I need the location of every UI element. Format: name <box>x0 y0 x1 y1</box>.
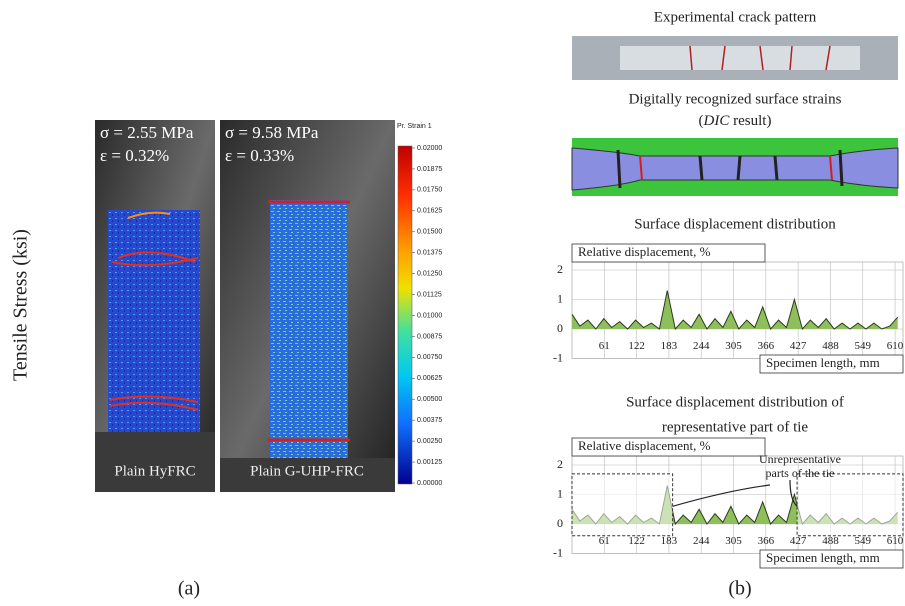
x-tick-label: 122 <box>628 340 645 352</box>
colorbar-tick-label: 0.00250 <box>417 438 442 445</box>
x-tick-label: 61 <box>599 535 610 547</box>
y-axis-label: Relative displacement, % <box>578 438 711 453</box>
x-tick-label: 488 <box>822 535 839 547</box>
label-box <box>759 549 904 569</box>
y-tick-label: 0 <box>557 321 563 335</box>
y-tick-label: 1 <box>557 291 563 305</box>
x-tick-label: 366 <box>758 535 775 547</box>
x-tick-label: 305 <box>725 340 742 352</box>
photo-hyfrc <box>95 120 215 492</box>
chart-title: Surface displacement distribution <box>634 216 836 232</box>
x-tick-label: 427 <box>790 340 807 352</box>
strain-label: ε = 0.33% <box>225 146 294 165</box>
y-tick-label: -1 <box>553 545 563 559</box>
photo-uhpfrc <box>220 120 395 492</box>
x-tick-label: 244 <box>693 340 710 352</box>
caption: (a) <box>178 578 200 600</box>
crack-title: Experimental crack pattern <box>654 9 817 25</box>
y-axis-label: Relative displacement, % <box>578 244 711 259</box>
x-tick-label: 305 <box>725 535 742 547</box>
y-tick-label: -1 <box>553 350 563 364</box>
colorbar-tick-label: 0.01000 <box>417 312 442 319</box>
colorbar <box>397 145 413 485</box>
x-tick-label: 610 <box>887 535 904 547</box>
colorbar-tick-label: 0.00625 <box>417 375 442 382</box>
text: DIC <box>703 113 731 129</box>
text: result) <box>729 113 771 129</box>
dic-image <box>571 138 899 196</box>
specimen-label: Plain HyFRC <box>114 463 195 479</box>
x-tick-label: 549 <box>855 535 872 547</box>
y-tick-label: 1 <box>557 486 563 500</box>
colorbar-tick-label: 0.01875 <box>417 166 442 173</box>
annotation-arrow <box>672 479 798 507</box>
annotation: parts of the tie <box>766 466 835 480</box>
label-box <box>571 437 766 457</box>
crack-photo <box>572 36 898 80</box>
caption: (b) <box>728 578 751 600</box>
colorbar-tick-label: 0.01625 <box>417 208 442 215</box>
colorbar-title: Pr. Strain 1 <box>397 123 432 130</box>
colorbar-tick-label: 0.00500 <box>417 396 442 403</box>
colorbar-tick-label: 0.01375 <box>417 250 442 257</box>
x-axis-label: Specimen length, mm <box>766 550 880 565</box>
y-axis-label: Tensile Stress (ksi) <box>10 229 32 381</box>
colorbar-tick-label: 0.01500 <box>417 229 442 236</box>
stress-label: σ = 2.55 MPa <box>100 123 194 142</box>
x-tick-label: 183 <box>661 535 678 547</box>
label-box <box>571 243 766 263</box>
highlight-box <box>796 473 904 537</box>
chart-title: Surface displacement distribution of <box>626 394 844 410</box>
colorbar-tick-label: 0.00375 <box>417 417 442 424</box>
dic-subtitle: (DIC result) <box>699 113 772 129</box>
colorbar-tick-label: 0.02000 <box>417 145 442 152</box>
x-tick-label: 549 <box>855 340 872 352</box>
annotation: Unrepresentative <box>759 452 841 466</box>
y-tick-label: 2 <box>557 457 563 471</box>
colorbar-tick-label: 0.00875 <box>417 333 442 340</box>
specimen-label: Plain G-UHP-FRC <box>250 463 364 479</box>
x-tick-label: 366 <box>758 340 775 352</box>
colorbar-tick-label: 0.01250 <box>417 270 442 277</box>
x-axis-label: Specimen length, mm <box>766 355 880 370</box>
chart-title: representative part of tie <box>662 419 809 435</box>
colorbar-tick-label: 0.01125 <box>417 291 442 298</box>
x-tick-label: 61 <box>599 340 610 352</box>
colorbar-tick-label: 0.01750 <box>417 187 442 194</box>
x-tick-label: 122 <box>628 535 645 547</box>
highlight-box <box>571 473 674 537</box>
x-tick-label: 610 <box>887 340 904 352</box>
x-tick-label: 244 <box>693 535 710 547</box>
x-tick-label: 183 <box>661 340 678 352</box>
colorbar-tick-label: 0.00750 <box>417 354 442 361</box>
line <box>571 290 899 331</box>
colorbar-ticks: 0.02000 0.01875 0.01750 0.01625 0.01500 0.013… <box>412 145 442 487</box>
y-tick-label: 0 <box>557 516 563 530</box>
x-tick-label: 488 <box>822 340 839 352</box>
strain-label: ε = 0.32% <box>100 146 169 165</box>
y-tick-label: 2 <box>557 262 563 276</box>
colorbar-tick-label: 0.00125 <box>417 459 442 466</box>
dic-title: Digitally recognized surface strains <box>629 91 842 107</box>
colorbar-tick-label: 0.00000 <box>417 480 442 487</box>
text: ( <box>699 113 704 129</box>
stress-label: σ = 9.58 MPa <box>225 123 319 142</box>
x-tick-label: 427 <box>790 535 807 547</box>
label-box <box>759 354 904 374</box>
